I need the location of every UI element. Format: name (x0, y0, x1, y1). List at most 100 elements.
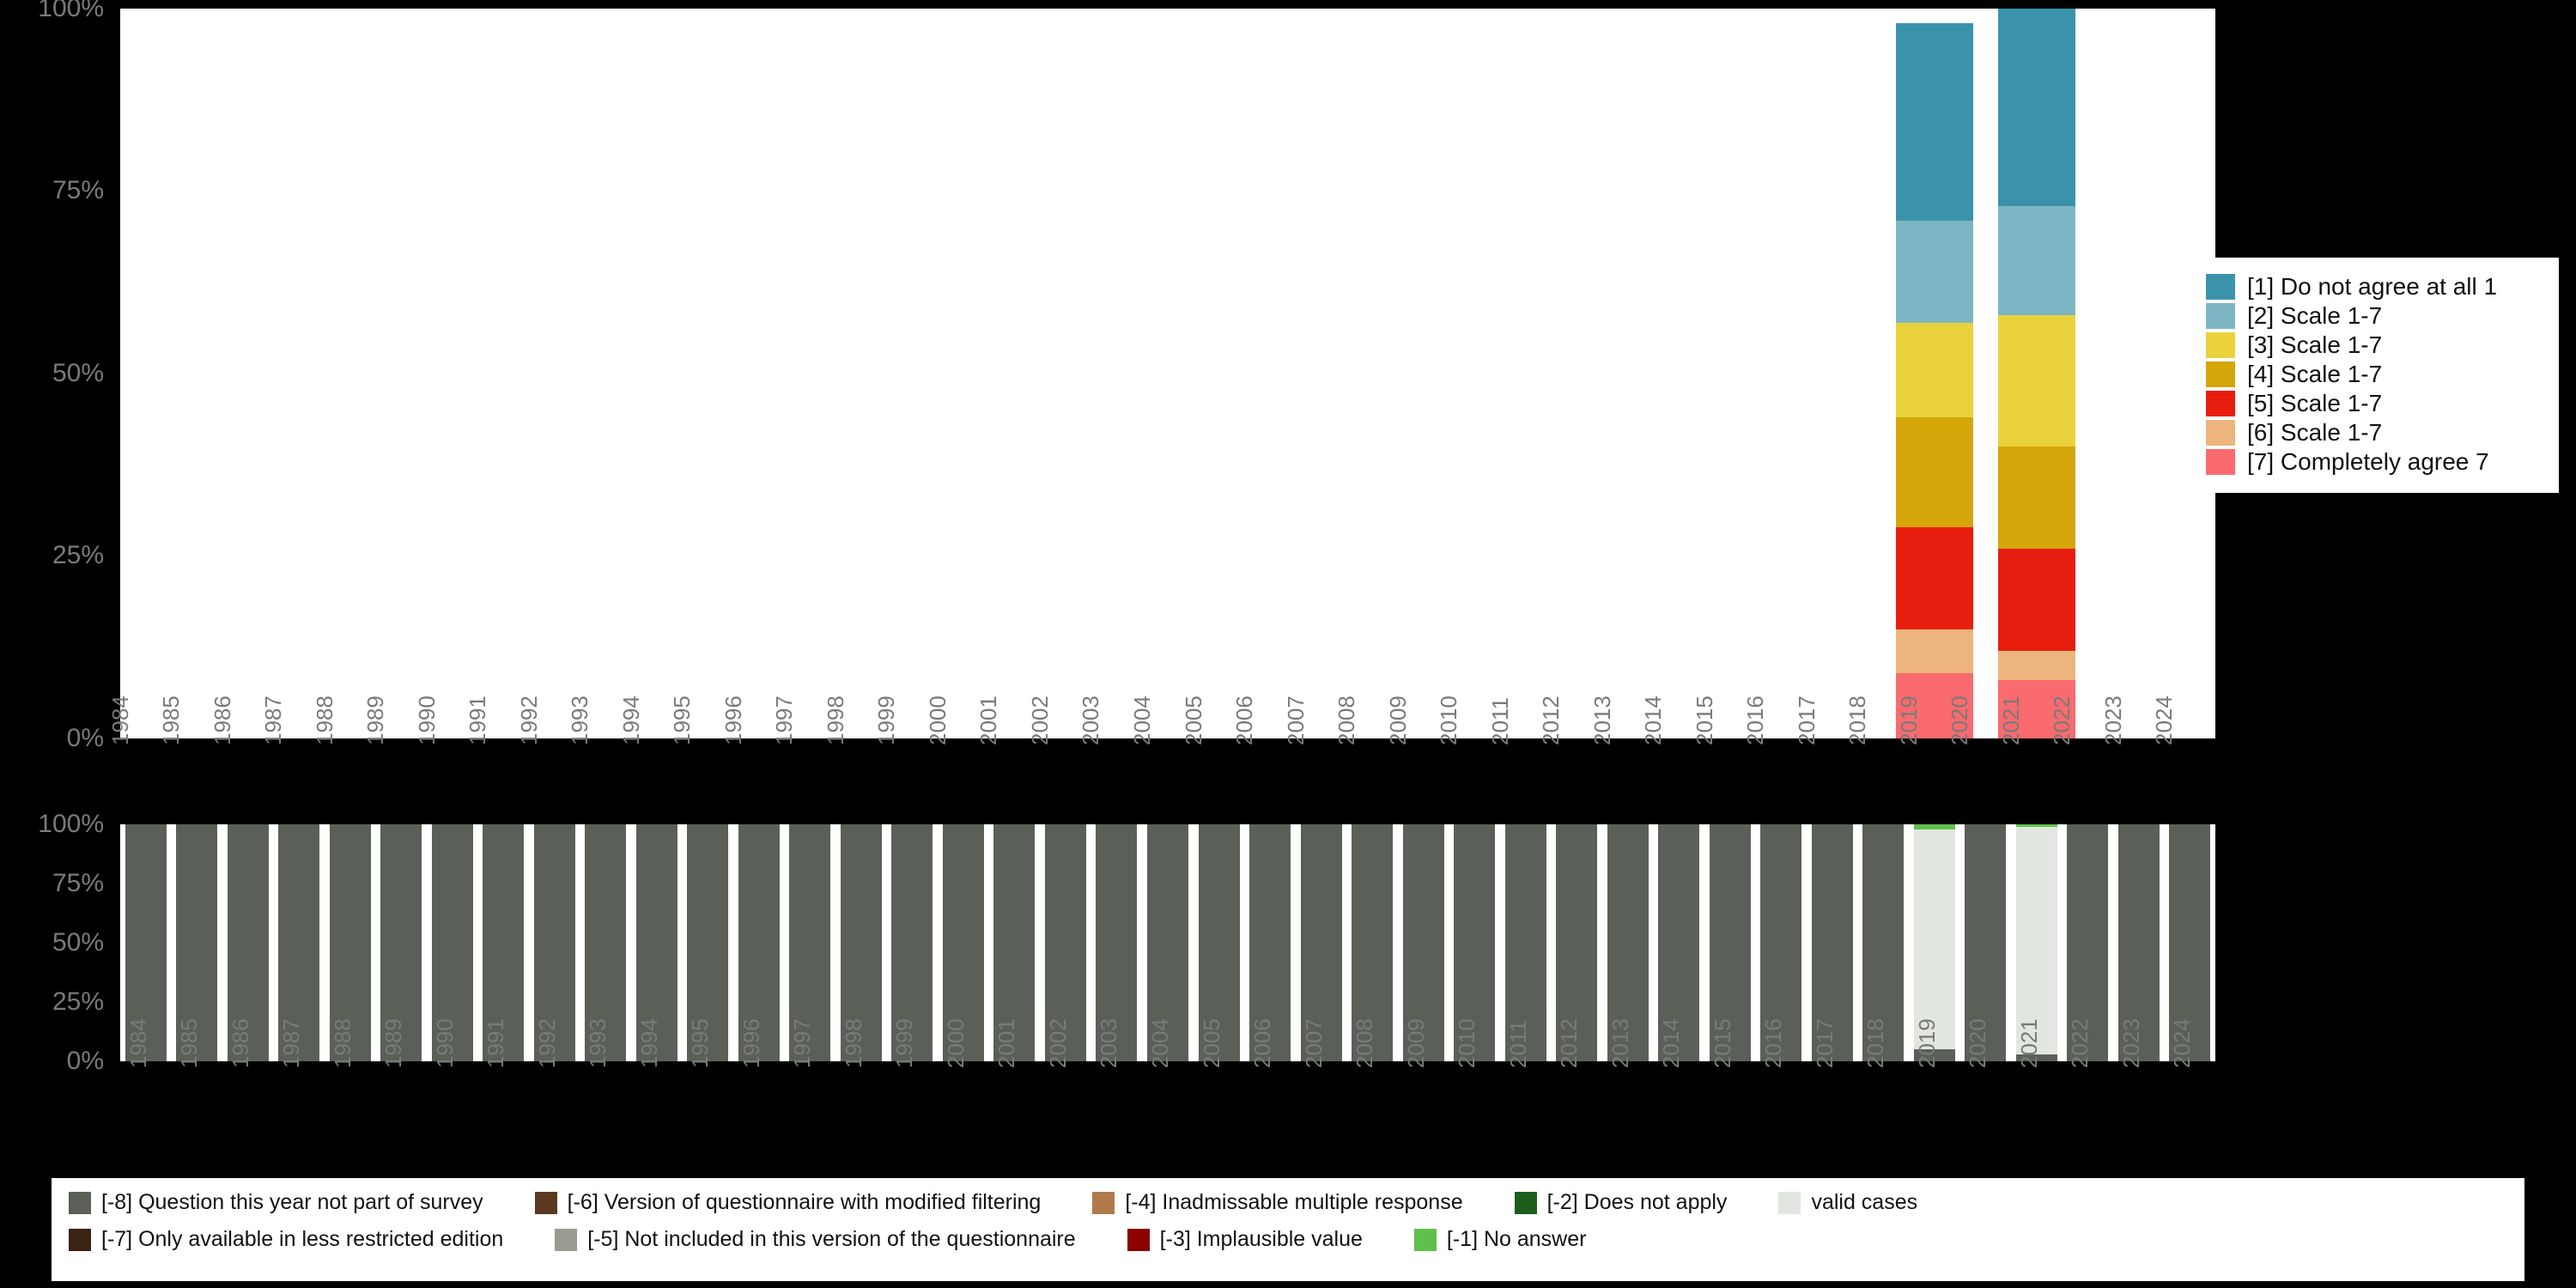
bottom-x-label-2012: 2012 (1556, 1018, 1597, 1068)
legend-item--8-question-this-year-not-part-of-survey: [-8] Question this year not part of surv… (69, 1190, 483, 1215)
top-y-tick-75: 75% (52, 176, 104, 205)
top-y-axis: 100% 75% 50% 25% 0% (4, 9, 116, 738)
bottom-x-label-2003: 2003 (1096, 1018, 1137, 1068)
legend-label: [-4] Inadmissable multiple response (1125, 1190, 1462, 1215)
legend-item--1-no-answer: [-1] No answer (1414, 1227, 1587, 1252)
legend-swatch--6-version-of-questionnaire-with-modified-filtering (535, 1192, 557, 1214)
legend-label: [-1] No answer (1447, 1227, 1587, 1252)
bottom-x-label-1989: 1989 (380, 1018, 422, 1068)
bottom-x-label-2011: 2011 (1505, 1020, 1546, 1068)
bottom-x-label-2004: 2004 (1147, 1018, 1188, 1068)
legend-swatch--6-scale-1-7 (2206, 420, 2235, 446)
legend-item--3-implausible-value: [-3] Implausible value (1127, 1227, 1363, 1252)
legend-label: [-2] Does not apply (1547, 1190, 1728, 1215)
legend-bottom-row1: [-8] Question this year not part of surv… (69, 1190, 2507, 1215)
bottom-x-label-2006: 2006 (1249, 1018, 1291, 1068)
legend-swatch--4-scale-1-7 (2206, 361, 2235, 387)
top-y-tick-50: 50% (52, 359, 104, 388)
bottom-x-label-2015: 2015 (1710, 1018, 1751, 1068)
legend-item-valid-cases: valid cases (1778, 1190, 1917, 1215)
bottom-x-label-1984: 1984 (125, 1018, 167, 1068)
legend-label: [-5] Not included in this version of the… (587, 1227, 1075, 1252)
bottom-x-label-1998: 1998 (841, 1018, 882, 1068)
legend-label: [-8] Question this year not part of surv… (101, 1190, 483, 1215)
bottom-y-tick-100: 100% (38, 810, 104, 839)
legend-row--4-scale-1-7: [4] Scale 1-7 (2206, 361, 2547, 388)
bottom-x-label-2005: 2005 (1199, 1018, 1240, 1068)
bottom-x-label-2001: 2001 (993, 1018, 1035, 1068)
bottom-x-label-2000: 2000 (943, 1018, 984, 1068)
legend-label: [7] Completely agree 7 (2247, 448, 2489, 476)
bottom-x-label-1991: 1991 (483, 1018, 524, 1068)
bottom-x-label-2019: 2019 (1914, 1018, 1955, 1068)
bottom-x-label-1988: 1988 (330, 1018, 371, 1068)
bottom-y-tick-0: 0% (67, 1047, 104, 1076)
legend-swatch--7-only-available-in-less-restricted-edition (69, 1229, 91, 1251)
legend-item--5-not-included-in-this-version-of-the-questionnaire: [-5] Not included in this version of the… (555, 1227, 1075, 1252)
legend-item--4-inadmissable-multiple-response: [-4] Inadmissable multiple response (1092, 1190, 1462, 1215)
legend-swatch--1-do-not-agree-at-all-1 (2206, 274, 2235, 300)
bottom-x-label-2013: 2013 (1607, 1018, 1649, 1068)
legend-swatch-valid-cases (1778, 1192, 1801, 1214)
bottom-y-tick-25: 25% (52, 987, 104, 1017)
bottom-x-label-1995: 1995 (687, 1018, 728, 1068)
legend-top: [1] Do not agree at all 1 [2] Scale 1-7 [3… (2194, 258, 2559, 493)
bottom-x-label-2007: 2007 (1301, 1018, 1342, 1068)
legend-label: [1] Do not agree at all 1 (2247, 273, 2497, 301)
legend-swatch--2-does-not-apply (1515, 1192, 1537, 1214)
legend-swatch--7-completely-agree-7 (2206, 449, 2235, 475)
legend-label: [4] Scale 1-7 (2247, 361, 2382, 388)
legend-bottom-row2: [-7] Only available in less restricted e… (69, 1227, 2507, 1252)
bottom-x-label-1999: 1999 (891, 1018, 933, 1068)
bottom-segment-no-answer-2019[interactable] (1914, 824, 1955, 829)
legend-row--5-scale-1-7: [5] Scale 1-7 (2206, 390, 2547, 417)
bottom-x-label-2023: 2023 (2118, 1018, 2160, 1068)
legend-row--6-scale-1-7: [6] Scale 1-7 (2206, 419, 2547, 447)
bottom-x-label-2017: 2017 (1812, 1018, 1853, 1068)
bottom-x-label-2020: 2020 (1965, 1018, 2006, 1068)
legend-swatch--4-inadmissable-multiple-response (1092, 1192, 1115, 1214)
legend-label: [-6] Version of questionnaire with modif… (568, 1190, 1042, 1215)
top-x-label-2024: 2024 (2151, 696, 2228, 745)
bottom-x-label-2014: 2014 (1658, 1018, 1699, 1068)
bottom-x-label-2002: 2002 (1045, 1018, 1086, 1068)
legend-label: [5] Scale 1-7 (2247, 390, 2382, 417)
legend-bottom: [-8] Question this year not part of surv… (52, 1178, 2524, 1281)
bottom-segment-valid-cases-2019[interactable] (1914, 829, 1955, 1050)
bottom-segment-no-answer-2021[interactable] (2016, 824, 2057, 827)
bottom-x-label-2009: 2009 (1403, 1018, 1444, 1068)
bottom-x-label-2021: 2021 (2016, 1018, 2057, 1068)
bottom-x-label-2018: 2018 (1862, 1018, 1904, 1068)
top-y-tick-100: 100% (38, 0, 104, 23)
top-plot-area: 100% 75% 50% 25% 0% (120, 9, 2215, 738)
legend-item--6-version-of-questionnaire-with-modified-filtering: [-6] Version of questionnaire with modif… (535, 1190, 1042, 1215)
bottom-x-label-1997: 1997 (789, 1018, 830, 1068)
legend-row--1-do-not-agree-at-all-1: [1] Do not agree at all 1 (2206, 273, 2547, 301)
bottom-y-tick-50: 50% (52, 928, 104, 957)
bottom-x-label-2008: 2008 (1352, 1018, 1393, 1068)
bottom-x-label-1990: 1990 (432, 1018, 473, 1068)
bottom-x-label-1986: 1986 (228, 1018, 269, 1068)
legend-label: [-7] Only available in less restricted e… (101, 1227, 503, 1252)
bottom-x-label-1992: 1992 (534, 1018, 575, 1068)
legend-swatch--2-scale-1-7 (2206, 303, 2235, 329)
bottom-x-label-2010: 2010 (1454, 1018, 1495, 1068)
bottom-x-label-2022: 2022 (2067, 1018, 2108, 1068)
top-y-tick-0: 0% (67, 724, 104, 753)
legend-swatch--5-scale-1-7 (2206, 391, 2235, 416)
bottom-x-label-1985: 1985 (176, 1018, 217, 1068)
chart-root: 100% 75% 50% 25% 0% 1984 1985 1986 1987 1988… (0, 0, 2576, 1288)
bottom-x-label-2024: 2024 (2169, 1018, 2210, 1068)
bottom-x-label-1993: 1993 (585, 1018, 626, 1068)
legend-row--3-scale-1-7: [3] Scale 1-7 (2206, 331, 2547, 359)
bottom-x-label-1987: 1987 (278, 1018, 319, 1068)
legend-swatch--8-question-this-year-not-part-of-survey (69, 1192, 91, 1214)
bottom-x-label-2016: 2016 (1760, 1018, 1801, 1068)
bottom-y-axis: 100% 75% 50% 25% 0% (4, 824, 116, 1061)
legend-swatch--1-no-answer (1414, 1229, 1437, 1251)
legend-swatch--5-not-included-in-this-version-of-the-questionnaire (555, 1229, 577, 1251)
legend-label: [3] Scale 1-7 (2247, 331, 2382, 359)
legend-item--7-only-available-in-less-restricted-edition: [-7] Only available in less restricted e… (69, 1227, 503, 1252)
legend-label: valid cases (1811, 1190, 1917, 1215)
legend-swatch--3-implausible-value (1127, 1229, 1150, 1251)
